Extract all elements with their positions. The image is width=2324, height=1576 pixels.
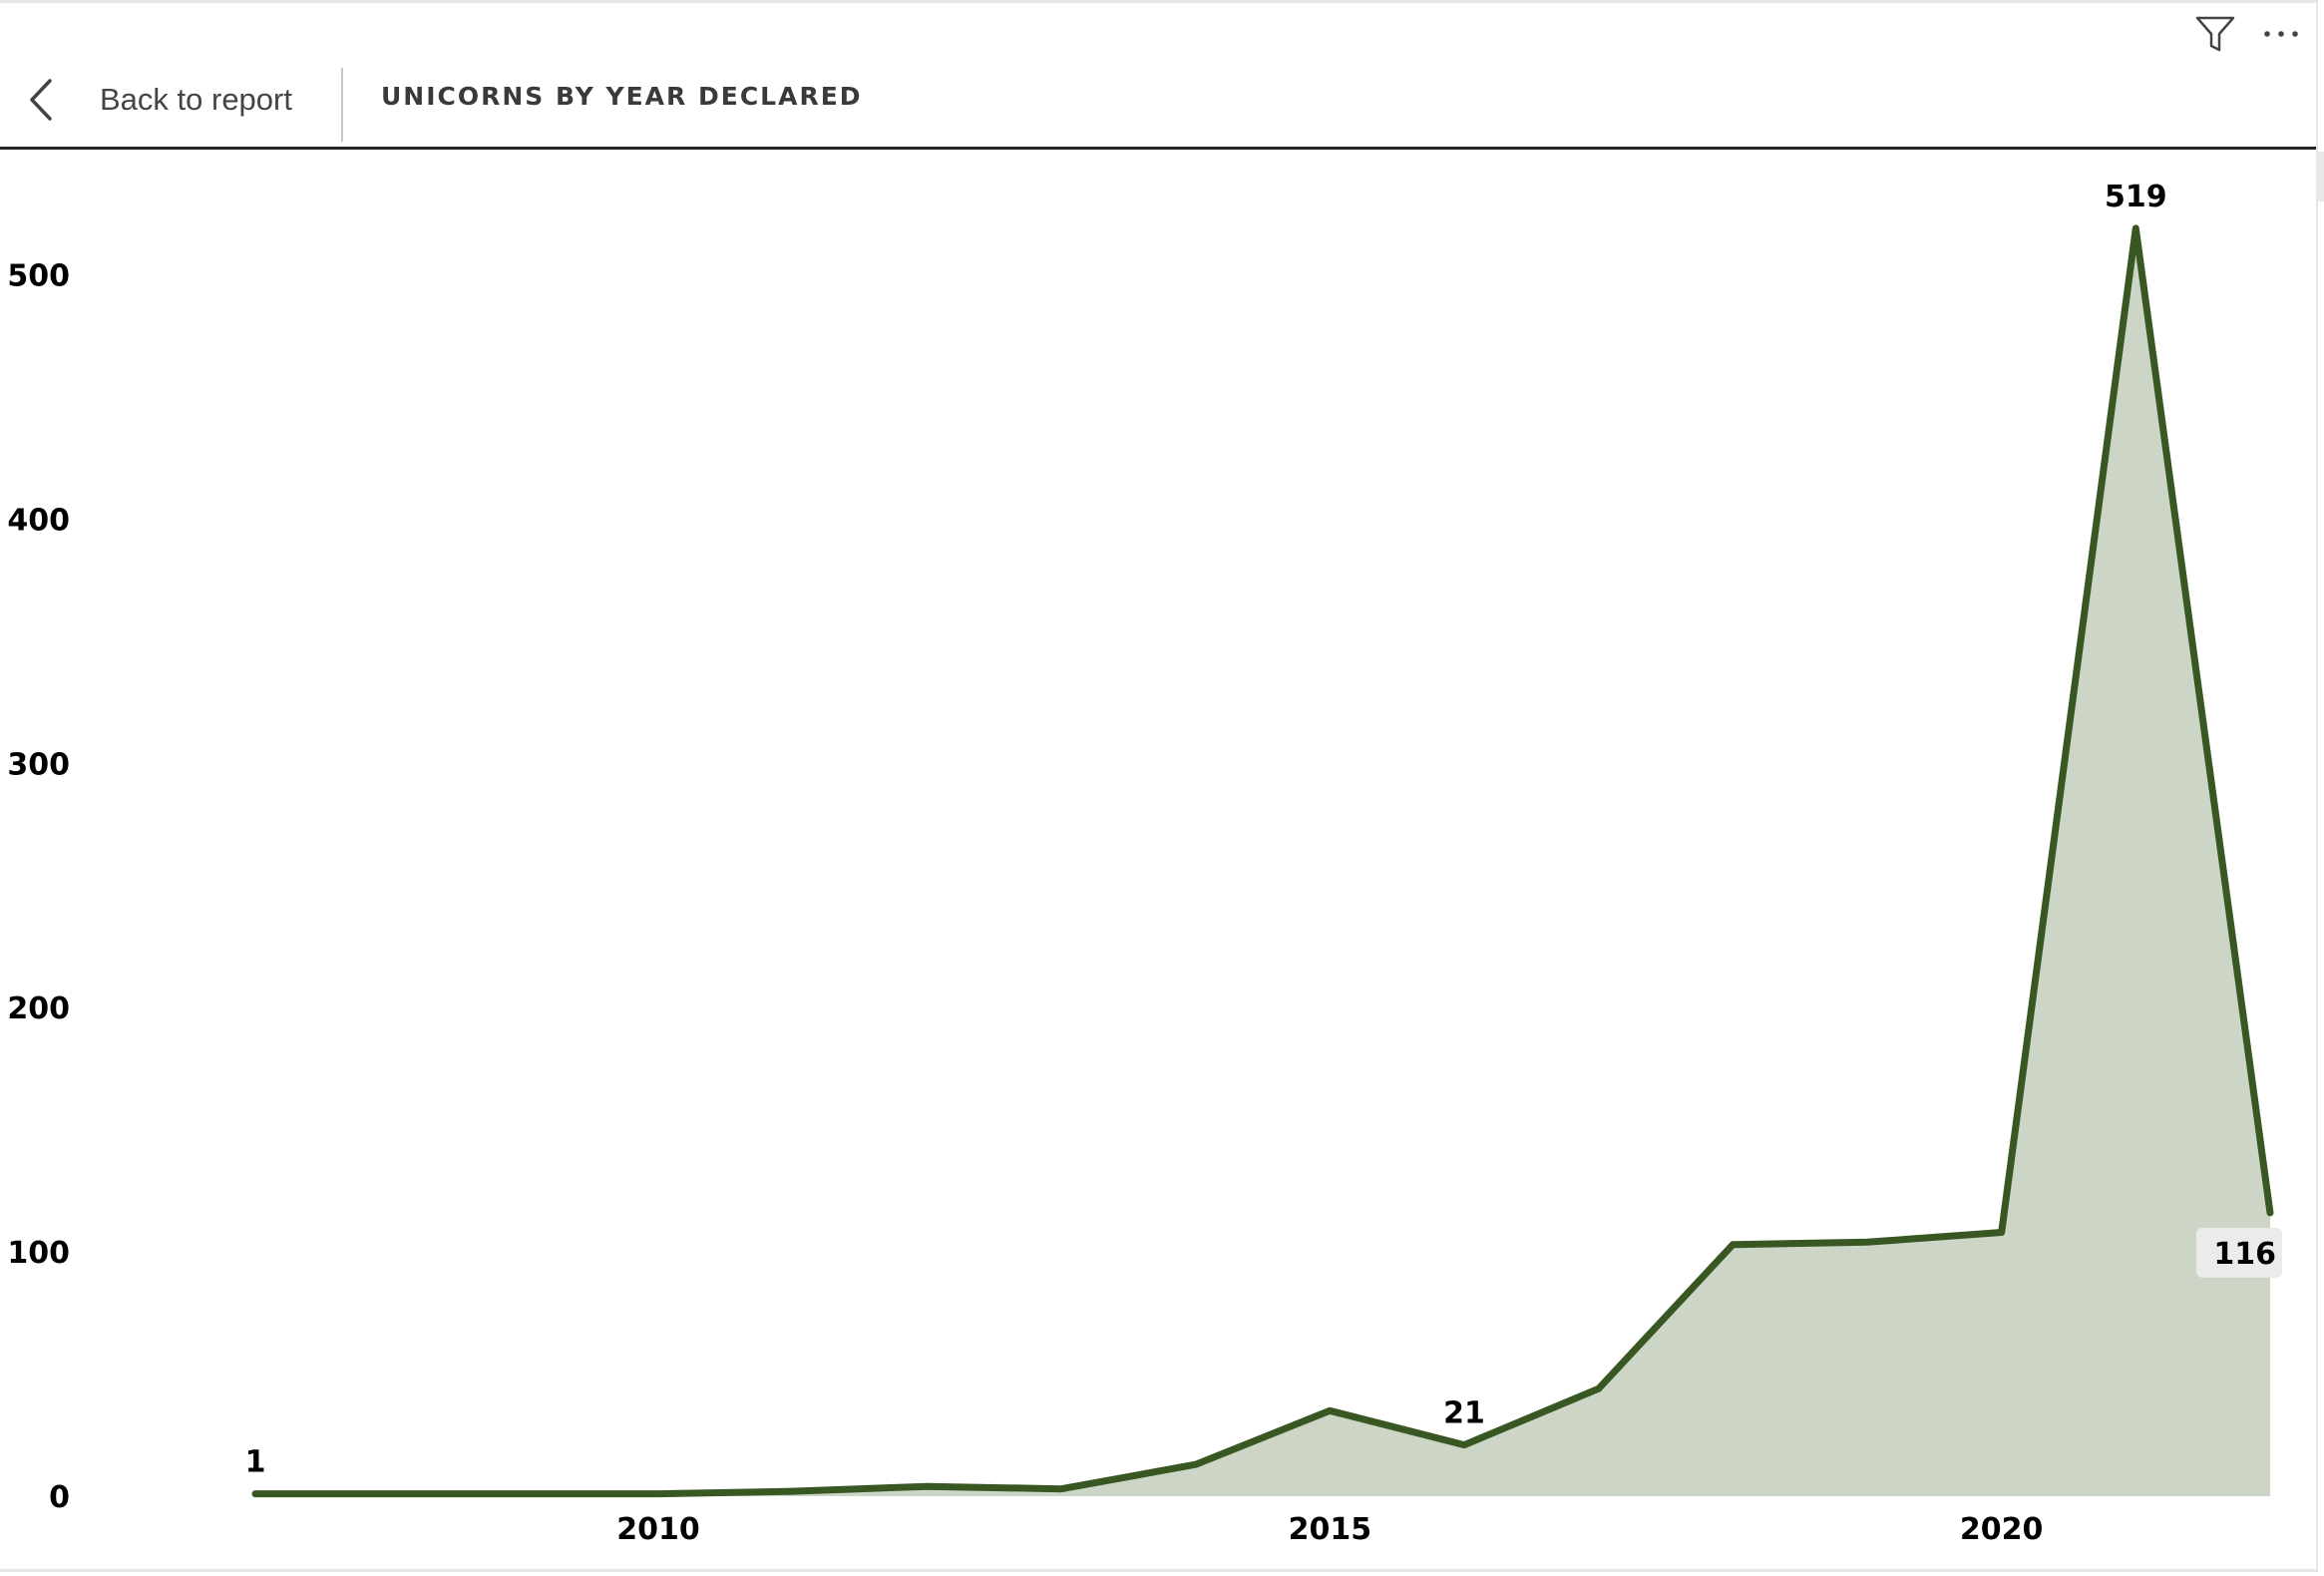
scrollbar[interactable] <box>2318 152 2324 201</box>
x-axis: 2010 2015 2020 <box>616 1512 2043 1547</box>
area-chart: 0 100 200 300 400 500 2010 2015 2020 1 21 519 116 <box>0 150 2317 1572</box>
x-tick-label: 2015 <box>1289 1512 1372 1547</box>
chart-canvas: 0 100 200 300 400 500 2010 2015 2020 1 21 519 116 <box>7 180 2282 1547</box>
data-point-2013[interactable] <box>1053 1481 1069 1497</box>
data-label-2016: 21 <box>1443 1396 1485 1431</box>
series-unicorns <box>251 224 2274 1498</box>
data-point-2014[interactable] <box>1188 1456 1204 1472</box>
chevron-left-icon <box>30 79 52 121</box>
x-tick-label: 2020 <box>1960 1512 2044 1547</box>
series-area <box>255 227 2270 1496</box>
data-labels: 1 21 519 116 <box>245 180 2282 1480</box>
visual-header: Back to report UNICORNS BY YEAR DECLARED <box>0 0 2317 150</box>
x-tick-label: 2010 <box>616 1512 700 1547</box>
y-tick-label: 200 <box>7 991 70 1026</box>
y-axis: 0 100 200 300 400 500 <box>7 258 70 1515</box>
y-tick-label: 300 <box>7 747 70 782</box>
data-point-2019[interactable] <box>1859 1234 1875 1250</box>
y-tick-label: 100 <box>7 1236 70 1271</box>
data-point-2011[interactable] <box>785 1483 801 1499</box>
data-point-2018[interactable] <box>1725 1237 1741 1253</box>
data-point-2012[interactable] <box>919 1478 935 1494</box>
series-line <box>251 224 2274 1498</box>
y-tick-label: 500 <box>7 258 70 293</box>
y-tick-label: 400 <box>7 503 70 538</box>
data-point-2009[interactable] <box>516 1486 532 1502</box>
filter-icon[interactable] <box>2193 12 2237 56</box>
data-point-2007[interactable] <box>247 1486 263 1502</box>
data-point-2022[interactable] <box>2262 1205 2278 1221</box>
data-label-2022: 116 <box>2213 1237 2276 1272</box>
data-point-2016[interactable] <box>1456 1437 1472 1453</box>
header-divider <box>341 68 343 142</box>
back-to-report-label: Back to report <box>100 82 292 117</box>
data-point-2017[interactable] <box>1591 1380 1607 1396</box>
data-label-2021: 519 <box>2105 180 2167 214</box>
visual-title: UNICORNS BY YEAR DECLARED <box>381 82 863 111</box>
data-label-2007: 1 <box>245 1445 266 1480</box>
data-point-2021[interactable] <box>2128 220 2143 236</box>
visual-header-icons <box>2193 12 2303 56</box>
data-point-2008[interactable] <box>382 1486 398 1502</box>
more-options-icon[interactable] <box>2259 12 2303 56</box>
data-label-bg <box>2196 1227 2282 1278</box>
data-point-2010[interactable] <box>650 1486 666 1502</box>
data-point-2020[interactable] <box>1994 1225 2010 1241</box>
back-to-report-button[interactable]: Back to report <box>26 70 292 130</box>
data-point-2015[interactable] <box>1322 1402 1338 1418</box>
y-tick-label: 0 <box>49 1480 70 1515</box>
